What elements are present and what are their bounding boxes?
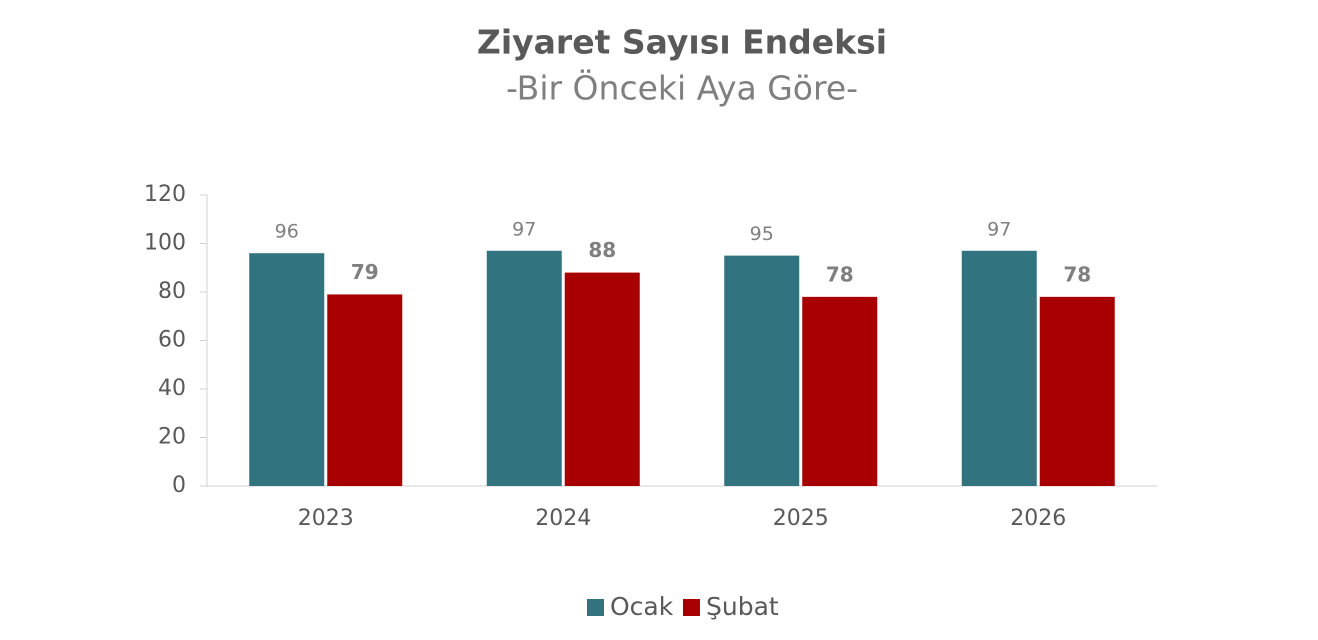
y-tick-label: 0: [172, 473, 186, 498]
y-tick-label: 60: [158, 328, 186, 353]
bar: [724, 255, 800, 486]
chart-subtitle: -Bir Önceki Aya Göre-: [506, 68, 858, 108]
legend-swatch: [683, 599, 700, 616]
y-tick-label: 120: [144, 182, 186, 207]
legend-swatch: [587, 599, 604, 616]
data-label: 95: [750, 223, 774, 245]
data-label: 97: [512, 218, 536, 240]
y-tick-label: 40: [158, 376, 186, 401]
y-tick-label: 80: [158, 279, 186, 304]
x-tick-label: 2024: [535, 506, 591, 531]
x-tick-label: 2025: [773, 506, 829, 531]
bar: [564, 272, 640, 486]
y-tick-label: 100: [144, 231, 186, 256]
data-label: 97: [987, 218, 1011, 240]
bar: [961, 250, 1037, 486]
bar: [249, 253, 325, 486]
x-tick-label: 2023: [298, 506, 354, 531]
data-label: 79: [351, 260, 379, 284]
y-tick-label: 20: [158, 425, 186, 450]
chart-title: Ziyaret Sayısı Endeksi: [477, 23, 887, 62]
bar: [802, 296, 878, 486]
data-label: 78: [1063, 262, 1091, 286]
x-tick-label: 2026: [1010, 506, 1066, 531]
bar: [486, 250, 562, 486]
data-label: 78: [826, 262, 854, 286]
legend-label: Ocak: [610, 592, 674, 621]
bar: [327, 294, 403, 486]
data-label: 88: [588, 238, 616, 262]
data-label: 96: [275, 221, 299, 243]
bar: [1039, 296, 1115, 486]
legend-label: Şubat: [706, 592, 779, 621]
